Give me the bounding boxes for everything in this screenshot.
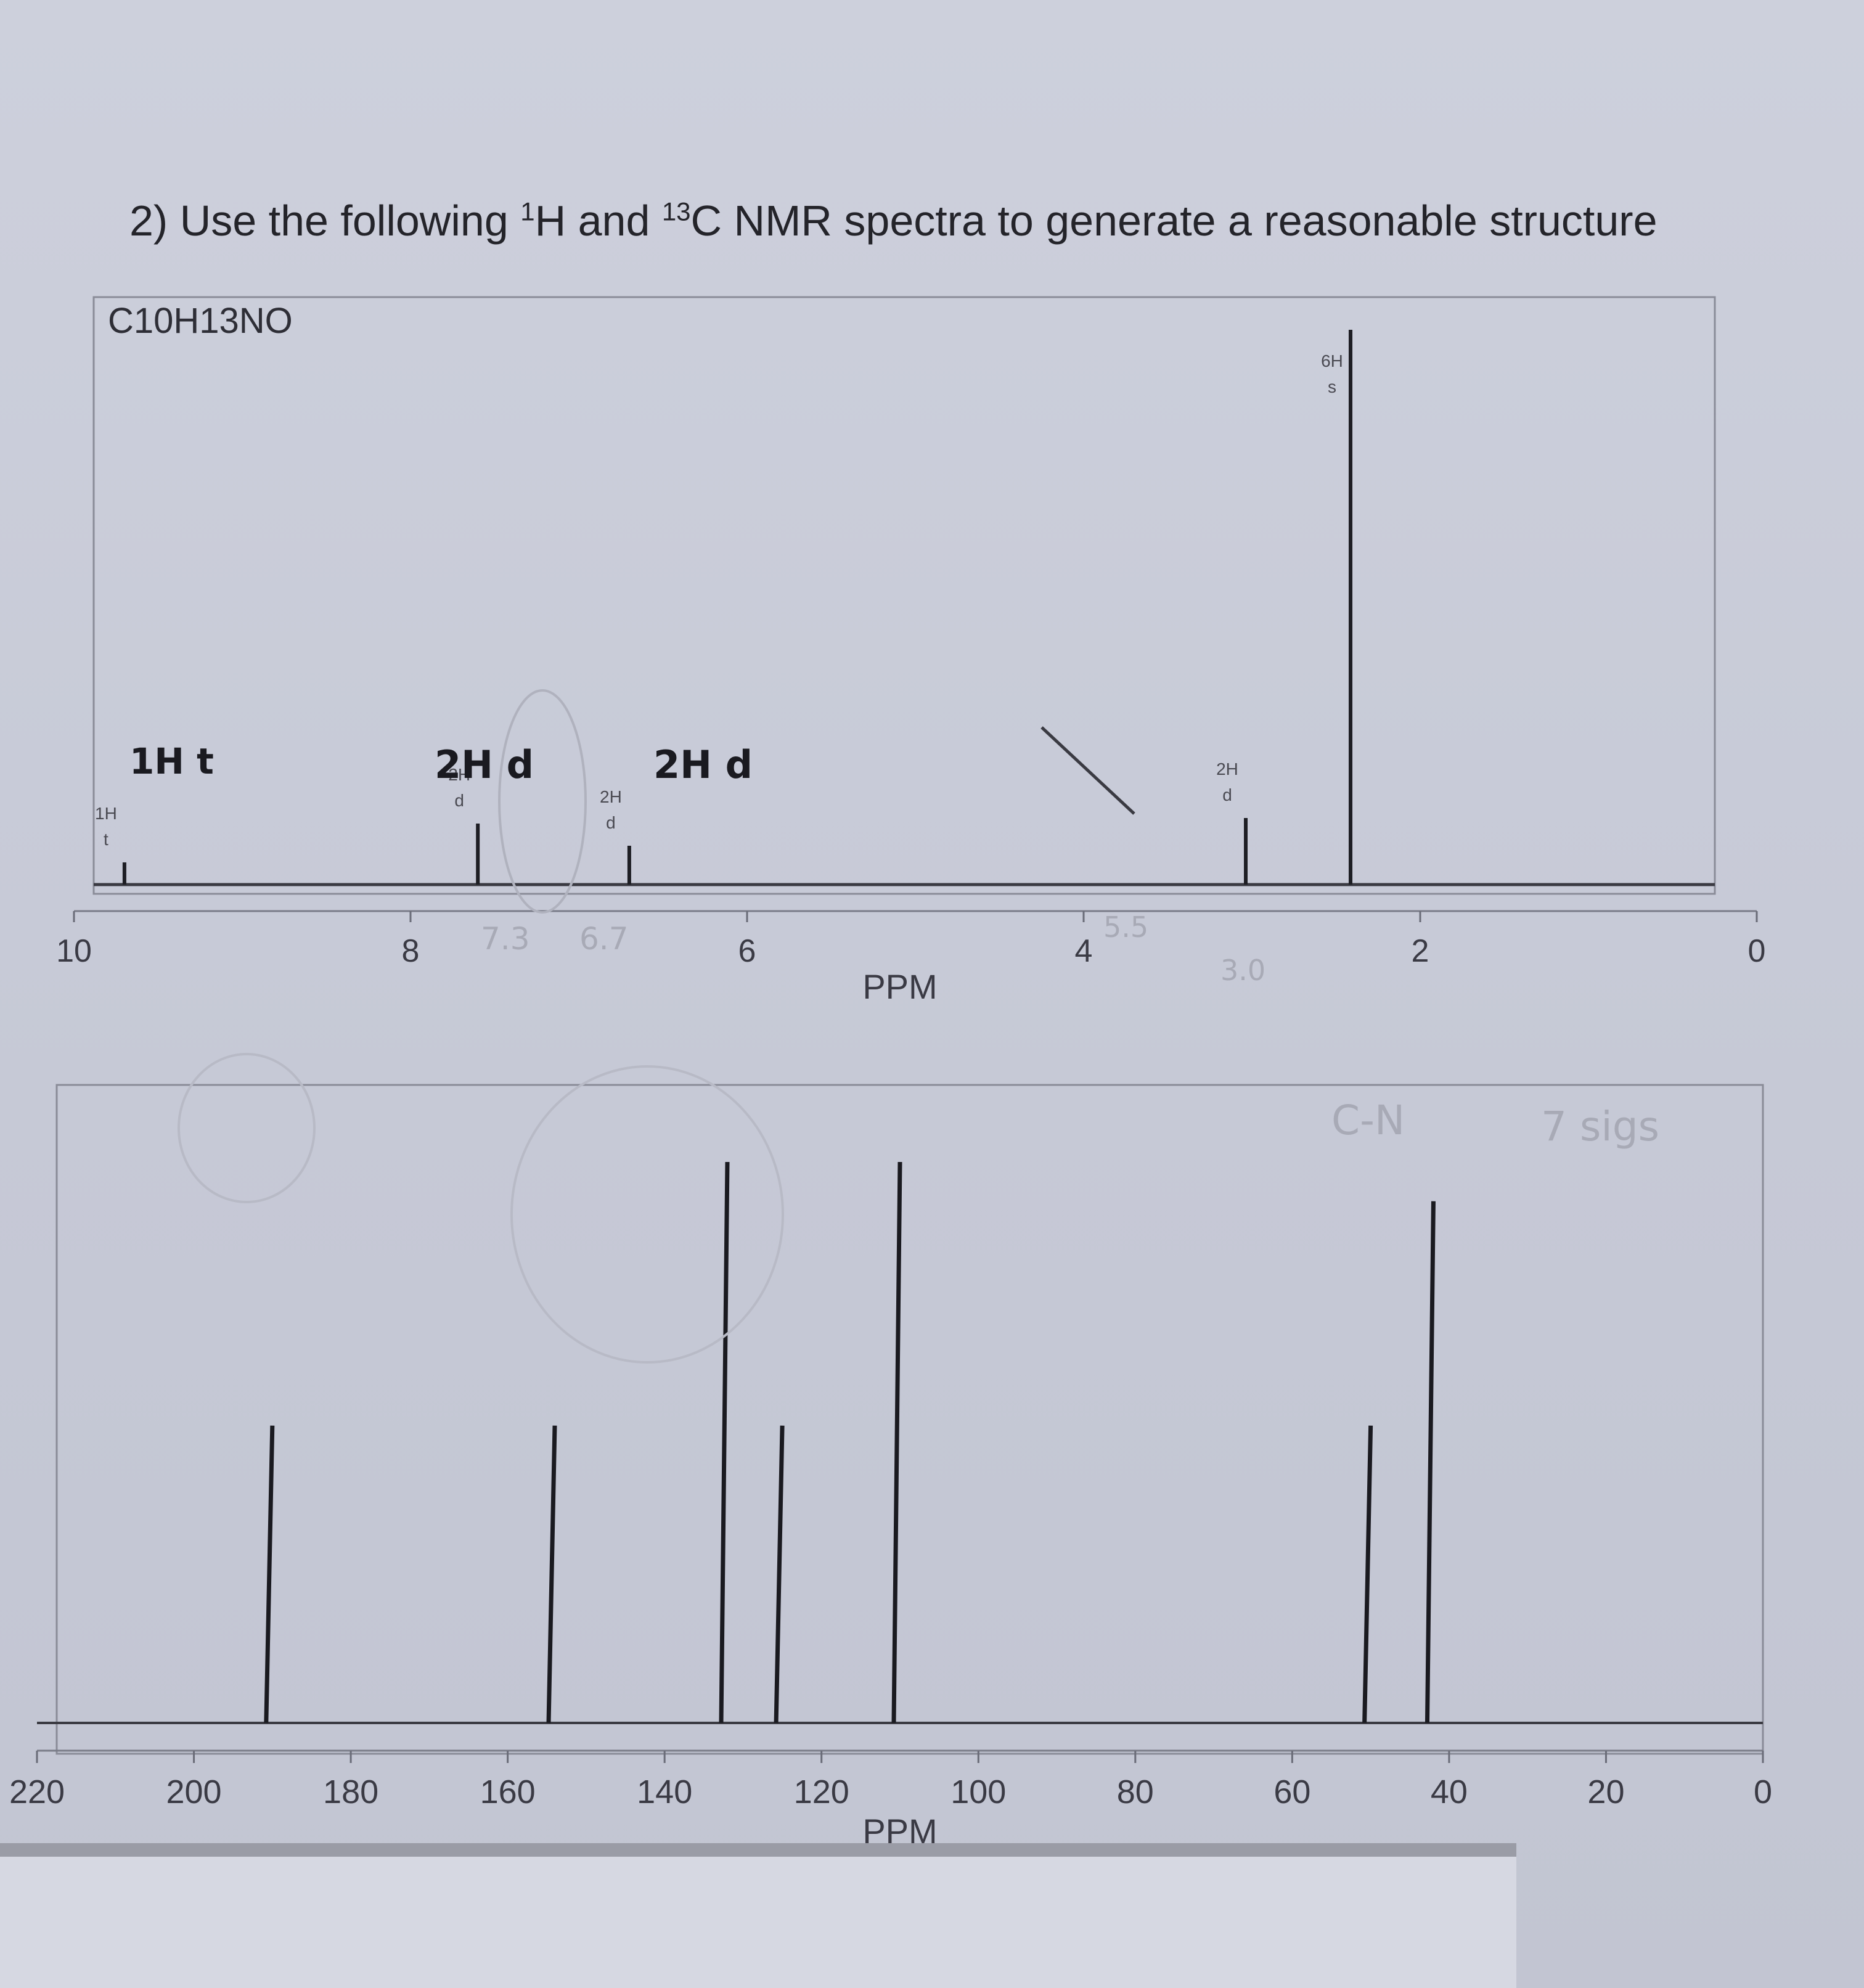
h-tick-label: 0 bbox=[1748, 933, 1766, 969]
handwritten-7-3: 7.3 bbox=[481, 921, 530, 957]
c-tick-label: 20 bbox=[1587, 1773, 1624, 1810]
pencil-circle-mark bbox=[498, 689, 587, 914]
handwritten-6-7: 6.7 bbox=[579, 921, 629, 957]
c-peak-3 bbox=[774, 1425, 785, 1724]
c-peak-0 bbox=[264, 1425, 275, 1724]
question-text: 2) Use the following 1H and 13C NMR spec… bbox=[129, 196, 1658, 245]
h-peak-multiplicity: d bbox=[454, 791, 464, 810]
question-text-b: H and bbox=[534, 197, 662, 245]
h-tick-label: 10 bbox=[56, 933, 92, 969]
c-tick-label: 40 bbox=[1431, 1773, 1468, 1810]
c-peak-6 bbox=[1425, 1201, 1436, 1724]
h-tick-label: 6 bbox=[738, 933, 756, 969]
c-tick-label: 60 bbox=[1273, 1773, 1310, 1810]
c-peak-4 bbox=[891, 1161, 902, 1724]
handwritten-1h-t: 1H t bbox=[129, 740, 214, 782]
superscript-13: 13 bbox=[661, 197, 691, 226]
c-tick-label: 160 bbox=[480, 1773, 536, 1810]
h-peak-multiplicity: t bbox=[104, 830, 108, 849]
handwritten-5-5: 5.5 bbox=[1103, 910, 1148, 944]
handwritten-c-n: C-N bbox=[1331, 1097, 1405, 1144]
pencil-structure-circle bbox=[510, 1065, 784, 1364]
h-x-ticks: 10 8 6 4 2 0 bbox=[56, 911, 1765, 969]
h-peak-multiplicity: d bbox=[606, 813, 616, 832]
formula-label: C10H13NO bbox=[108, 301, 293, 341]
h-peak-integration: 2H bbox=[448, 765, 470, 784]
pencil-small-circle bbox=[178, 1053, 316, 1203]
c-tick-label: 120 bbox=[794, 1773, 849, 1810]
h-peak-multiplicity: s bbox=[1328, 377, 1336, 396]
handwritten-2h-d-left: 2H d bbox=[435, 742, 534, 787]
question-number: 2) bbox=[129, 197, 168, 245]
h-peak-integration: 2H bbox=[1216, 759, 1238, 779]
c-peak-2 bbox=[719, 1161, 730, 1724]
handwritten-2h-d-right: 2H d bbox=[653, 742, 753, 787]
question-text-c: C NMR spectra to generate a reasonable s… bbox=[690, 197, 1658, 245]
c-tick-label: 0 bbox=[1754, 1773, 1772, 1810]
handwritten-7-sigs: 7 sigs bbox=[1541, 1103, 1659, 1150]
pencil-arrow-mark bbox=[1040, 726, 1135, 815]
c-tick-label: 100 bbox=[950, 1773, 1006, 1810]
h-xlabel: PPM bbox=[862, 967, 937, 1006]
h-tick-label: 2 bbox=[1412, 933, 1429, 969]
superscript-1: 1 bbox=[520, 197, 535, 226]
c-tick-label: 220 bbox=[9, 1773, 65, 1810]
c-peak-1 bbox=[546, 1425, 557, 1724]
c-nmr-spectrum: 220 200 180 160 140 120 100 80 60 40 20 0 PPM C-N 7… bbox=[9, 1053, 1772, 1851]
h-tick-label: 8 bbox=[402, 933, 420, 969]
h-peak-integration: 2H bbox=[600, 787, 622, 806]
c-peaks bbox=[264, 1161, 1436, 1724]
c-tick-label: 180 bbox=[323, 1773, 378, 1810]
question-text-a: Use the following bbox=[179, 197, 521, 245]
c-x-ticks: 220 200 180 160 140 120 100 80 60 40 20 0 bbox=[9, 1751, 1772, 1810]
c-plot-frame bbox=[55, 1084, 1764, 1755]
h-peaks bbox=[122, 330, 1352, 885]
h-peak-multiplicity: d bbox=[1222, 785, 1232, 804]
h-plot-frame bbox=[92, 296, 1716, 895]
c-tick-label: 80 bbox=[1117, 1773, 1154, 1810]
h-peak-integration: 1H bbox=[95, 804, 117, 823]
h-peak-integration: 6H bbox=[1321, 351, 1343, 370]
h-peak-labels: 1H t 2H d 2H d 2H d 6H s bbox=[95, 351, 1343, 849]
handwritten-3-0: 3.0 bbox=[1220, 954, 1265, 987]
c-tick-label: 140 bbox=[637, 1773, 692, 1810]
c-tick-label: 200 bbox=[166, 1773, 221, 1810]
paper-below bbox=[0, 1857, 1516, 1988]
c-peak-5 bbox=[1362, 1425, 1373, 1724]
dark-strip bbox=[0, 1843, 1516, 1857]
h-nmr-spectrum: 10 8 6 4 2 0 1H t 2H d 2H d 2H d 6H s PPM C10H13NO 7.3… bbox=[56, 296, 1765, 1006]
h-tick-label: 4 bbox=[1075, 933, 1093, 969]
